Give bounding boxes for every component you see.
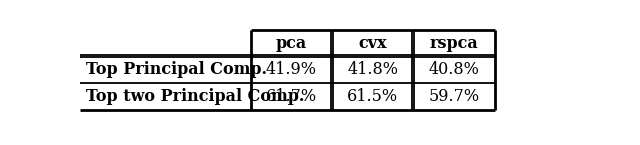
Text: rspca: rspca — [429, 35, 478, 52]
Text: cvx: cvx — [358, 35, 387, 52]
Text: 41.8%: 41.8% — [347, 61, 398, 78]
Text: 61.7%: 61.7% — [266, 88, 317, 105]
Text: 61.5%: 61.5% — [347, 88, 398, 105]
Text: 40.8%: 40.8% — [429, 61, 479, 78]
Text: 59.7%: 59.7% — [428, 88, 479, 105]
Text: Top Principal Comp.: Top Principal Comp. — [86, 61, 268, 78]
Text: pca: pca — [276, 35, 307, 52]
Text: 41.9%: 41.9% — [266, 61, 317, 78]
Text: Top two Principal Comp.: Top two Principal Comp. — [86, 88, 305, 105]
